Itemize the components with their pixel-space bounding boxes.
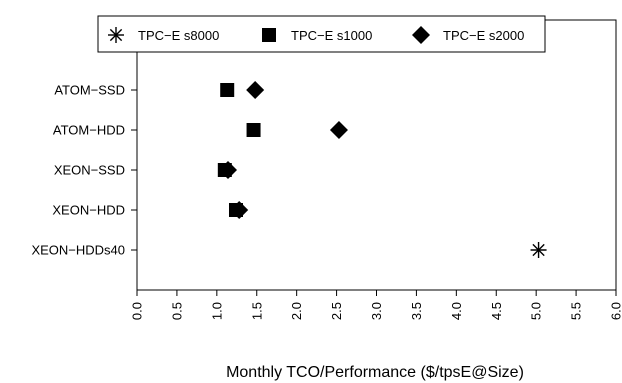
x-tick-label: 2.5 bbox=[329, 302, 344, 320]
x-tick-label: 3.5 bbox=[409, 302, 424, 320]
legend-box bbox=[97, 15, 546, 53]
legend-marker-square bbox=[262, 28, 276, 42]
x-tick-label: 1.0 bbox=[209, 302, 224, 320]
data-point-diamond bbox=[246, 81, 265, 99]
x-axis-title: Monthly TCO/Performance ($/tpsE@Size) bbox=[226, 364, 524, 381]
y-category-label: XEON−HDD bbox=[52, 203, 125, 218]
legend-marker-asterisk bbox=[108, 27, 124, 43]
data-point-asterisk bbox=[530, 242, 547, 258]
data-point-diamond bbox=[230, 201, 249, 219]
y-category-label: ATOM−SSD bbox=[54, 83, 125, 98]
legend-label: TPC−E s2000 bbox=[443, 28, 524, 43]
x-tick-label: 2.0 bbox=[289, 302, 304, 320]
legend-marker-diamond bbox=[412, 26, 430, 44]
x-tick-label: 5.0 bbox=[529, 302, 544, 320]
data-points bbox=[217, 81, 547, 258]
x-tick-label: 1.5 bbox=[249, 302, 264, 320]
x-tick-label: 0.0 bbox=[130, 302, 145, 320]
y-category-label: XEON−HDDs40 bbox=[31, 243, 125, 258]
x-tick-label: 0.5 bbox=[169, 302, 184, 320]
data-point-square bbox=[220, 83, 235, 97]
legend-label: TPC−E s1000 bbox=[291, 28, 372, 43]
x-tick-label: 4.5 bbox=[489, 302, 504, 320]
data-point-diamond bbox=[219, 161, 238, 179]
y-axis-labels: ATOM−SSD ATOM−HDD XEON−SSD XEON−HDD XEON−HDD… bbox=[31, 83, 137, 258]
legend-label: TPC−E s8000 bbox=[138, 28, 219, 43]
legend: TPC−E s8000 TPC−E s1000 TPC−E s2000 bbox=[97, 15, 546, 53]
x-tick-label: 3.0 bbox=[369, 302, 384, 320]
y-category-label: XEON−SSD bbox=[54, 163, 125, 178]
data-point-square bbox=[246, 123, 261, 137]
data-point-diamond bbox=[329, 121, 348, 139]
x-tick-label: 5.5 bbox=[569, 302, 584, 320]
y-category-label: ATOM−HDD bbox=[53, 123, 125, 138]
x-axis: 0.0 0.5 1.0 1.5 2.0 2.5 3.0 3.5 4.0 4.5 5.0 5.5 6.0 bbox=[130, 290, 622, 320]
x-tick-label: 4.0 bbox=[449, 302, 464, 320]
x-tick-label: 6.0 bbox=[609, 302, 622, 320]
